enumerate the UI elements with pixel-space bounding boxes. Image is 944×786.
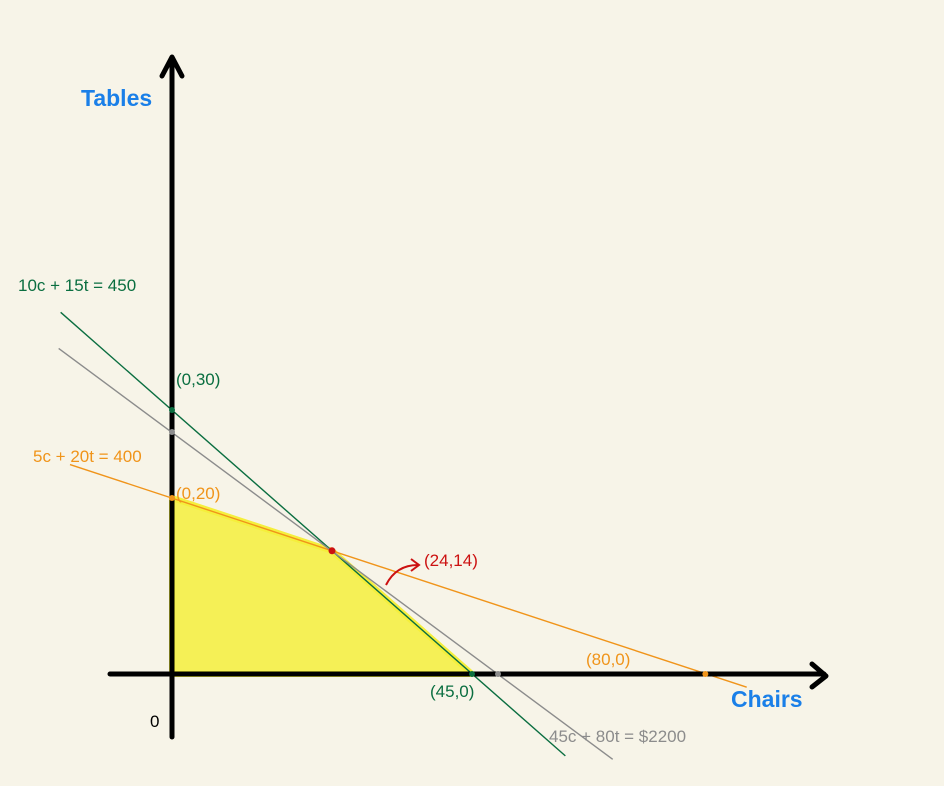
point-label-80-0: (80,0) (586, 650, 630, 669)
y-axis-title: Tables (81, 85, 152, 111)
optimum-pointer-arrowhead (410, 558, 421, 572)
labor-constraint-label: 10c + 15t = 450 (18, 276, 136, 295)
point-marker-3 (702, 671, 709, 677)
optimum-pointer-arrow (385, 564, 419, 586)
wood-constraint-label: 5c + 20t = 400 (33, 447, 142, 466)
profit-intercept-marker-0 (169, 429, 175, 435)
point-marker-4 (328, 547, 336, 555)
point-label-0-30: (0,30) (176, 370, 220, 389)
point-marker-1 (469, 671, 476, 677)
labor-constraint-line (60, 311, 566, 757)
profit-intercept-marker-1 (495, 671, 502, 677)
x-axis-title: Chairs (731, 686, 803, 712)
points-layer (169, 407, 709, 677)
point-marker-2 (169, 495, 175, 501)
wood-constraint-line (69, 463, 747, 688)
origin-label: 0 (150, 712, 159, 731)
profit-line-label: 45c + 80t = $2200 (549, 727, 686, 746)
x-axis-arrowhead (809, 661, 829, 690)
point-label-45-0: (45,0) (430, 682, 474, 701)
constraint-lines-layer (58, 311, 747, 760)
profit-line (58, 347, 614, 760)
point-label-0-20: (0,20) (176, 484, 220, 503)
point-label-24-14: (24,14) (424, 551, 478, 570)
y-axis-arrowhead (159, 54, 185, 79)
point-marker-0 (169, 407, 175, 413)
